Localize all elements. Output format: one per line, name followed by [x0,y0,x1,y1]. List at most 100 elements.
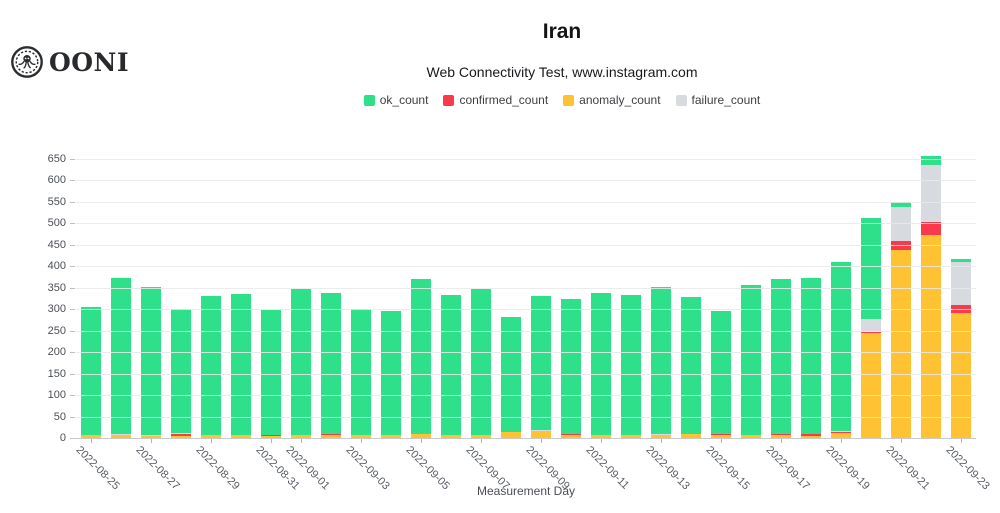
bar-segment-ok_count [321,292,341,434]
legend-label: ok_count [379,93,429,107]
y-axis-tick [70,373,75,375]
bar-slot [616,295,646,438]
bar-2022-08-29[interactable] [201,295,221,438]
legend-swatch-icon [363,94,375,106]
x-axis-tick [661,438,662,443]
bar-2022-09-22[interactable] [921,155,941,438]
y-axis-label: 400 [47,260,66,273]
bar-segment-ok_count [231,294,251,435]
bar-segment-ok_count [381,310,401,436]
y-axis-tick [70,201,75,203]
bar-segment-ok_count [81,307,101,436]
legend-item-confirmed_count[interactable]: confirmed_count [443,93,548,107]
bar-segment-ok_count [741,284,761,435]
bar-segment-confirmed_count [111,434,131,436]
bar-segment-ok_count [471,289,491,435]
bar-slot [436,294,466,438]
bar-2022-09-01[interactable] [291,289,311,438]
bar-slot [196,295,226,438]
y-axis-tick [70,352,75,354]
bar-2022-09-21[interactable] [891,202,911,438]
bar-slot [406,278,436,438]
bar-segment-ok_count [801,277,821,435]
bar-segment-anomaly_count [471,435,491,438]
bar-segment-anomaly_count [231,435,251,438]
ooni-logo: OONI [10,45,129,79]
bar-slot [646,286,676,438]
bar-2022-09-06[interactable] [441,294,461,438]
legend-label: anomaly_count [579,93,661,107]
x-axis-tick [961,438,962,443]
bar-slot [136,287,166,438]
bar-segment-ok_count [891,202,911,207]
bar-segment-ok_count [921,155,941,166]
bar-2022-08-27[interactable] [141,287,161,438]
bar-2022-09-04[interactable] [381,310,401,438]
bar-segment-anomaly_count [891,250,911,438]
legend-item-anomaly_count[interactable]: anomaly_count [563,93,661,107]
y-axis-label: 150 [47,367,66,380]
bar-2022-09-13[interactable] [651,286,671,438]
bar-2022-09-08[interactable] [501,316,521,438]
bar-slot [226,294,256,438]
bar-2022-09-09[interactable] [531,295,551,438]
bar-2022-09-16[interactable] [741,284,761,438]
bar-2022-08-30[interactable] [231,294,251,438]
y-axis-tick [70,287,75,289]
bar-segment-anomaly_count [801,435,821,438]
bar-segment-anomaly_count [771,435,791,438]
bar-segment-anomaly_count [141,436,161,438]
bar-segment-confirmed_count [261,435,281,436]
bar-2022-09-02[interactable] [321,292,341,438]
bar-2022-08-31[interactable] [261,309,281,438]
bar-segment-anomaly_count [531,431,551,438]
bar-2022-08-26[interactable] [111,277,131,438]
x-axis-tick [361,438,362,443]
bar-segment-failure_count [861,318,881,332]
bar-segment-ok_count [261,309,281,435]
bar-2022-09-12[interactable] [621,295,641,438]
bar-segment-ok_count [171,308,191,434]
legend-item-failure_count[interactable]: failure_count [675,93,760,107]
bar-2022-09-14[interactable] [681,296,701,438]
bar-segment-failure_count [921,165,941,222]
bar-2022-09-19[interactable] [831,262,851,438]
bar-2022-09-03[interactable] [351,308,371,438]
y-axis-label: 300 [47,303,66,316]
x-axis-title: Measurement Day [476,484,576,498]
bar-2022-08-28[interactable] [171,308,191,438]
bar-2022-09-10[interactable] [561,298,581,438]
bar-slot [316,292,346,438]
bar-segment-anomaly_count [381,435,401,438]
y-axis-tick [70,330,75,332]
y-axis-label: 200 [47,346,66,359]
x-axis-line [70,438,976,439]
bar-segment-ok_count [531,295,551,430]
x-axis-tick [301,438,302,443]
bar-segment-ok_count [681,296,701,435]
bar-2022-09-15[interactable] [711,310,731,438]
bar-2022-09-23[interactable] [951,259,971,438]
y-axis-tick [70,416,75,418]
bar-2022-08-25[interactable] [81,307,101,438]
bar-segment-ok_count [201,295,221,435]
legend-label: confirmed_count [459,93,549,107]
bar-segment-anomaly_count [681,434,701,438]
bar-2022-09-11[interactable] [591,292,611,438]
bar-segment-ok_count [651,286,671,435]
bar-segment-ok_count [711,310,731,434]
y-axis-label: 600 [47,174,66,187]
bar-2022-09-20[interactable] [861,217,881,438]
bar-2022-09-18[interactable] [801,277,821,438]
y-axis-tick [70,395,75,397]
x-axis-tick [91,438,92,443]
y-axis-label: 550 [47,195,66,208]
bars-layer [76,155,976,438]
bar-2022-09-17[interactable] [771,278,791,438]
bar-2022-09-05[interactable] [411,278,431,438]
legend-item-ok_count[interactable]: ok_count [363,93,429,107]
bar-2022-09-07[interactable] [471,289,491,438]
bar-slot [676,296,706,438]
bar-segment-ok_count [111,277,131,434]
x-axis-tick [901,438,902,443]
